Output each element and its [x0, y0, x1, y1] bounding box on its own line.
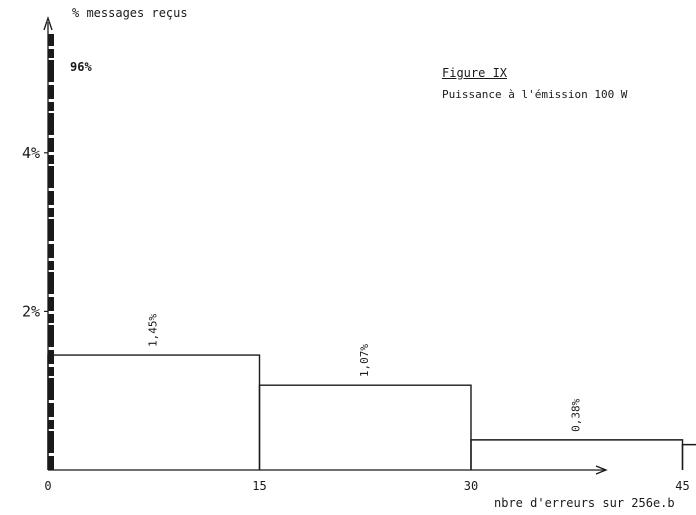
x-tick-label: 30 [464, 479, 478, 493]
bar-value-label: 1,07% [358, 344, 371, 377]
y-tick-label: 4% [22, 144, 40, 162]
x-axis-title: nbre d'erreurs sur 256e.b [494, 496, 675, 510]
histogram-bar-1 [47, 354, 261, 470]
axes [43, 15, 608, 475]
x-tick-label: 0 [44, 479, 51, 493]
x-ticks: 0153045607590 [44, 479, 689, 493]
histogram-bar-2 [258, 384, 472, 470]
bars [47, 354, 696, 470]
histogram-bar-4 [681, 443, 696, 470]
x-axis-arrow [595, 465, 608, 475]
bar-value-labels: 1,45%1,07%0,38%0,32%0,20%0,20%0,88% [147, 314, 583, 432]
chart-title: Figure IX [442, 66, 508, 80]
spike-value-label: 96% [70, 60, 92, 74]
x-tick-label: 45 [675, 479, 689, 493]
x-tick-label: 15 [252, 479, 266, 493]
histogram-bar-3 [470, 439, 684, 470]
y-ticks: 2% 4% [22, 144, 48, 320]
chart-subtitle: Puissance à l'émission 100 W [442, 88, 628, 101]
y-tick-label: 2% [22, 302, 40, 320]
y-axis-title: % messages reçus [72, 6, 188, 20]
bar-value-label: 0,38% [570, 398, 583, 431]
y-axis-arrow [43, 15, 53, 31]
bar-value-label: 1,45% [147, 314, 160, 347]
